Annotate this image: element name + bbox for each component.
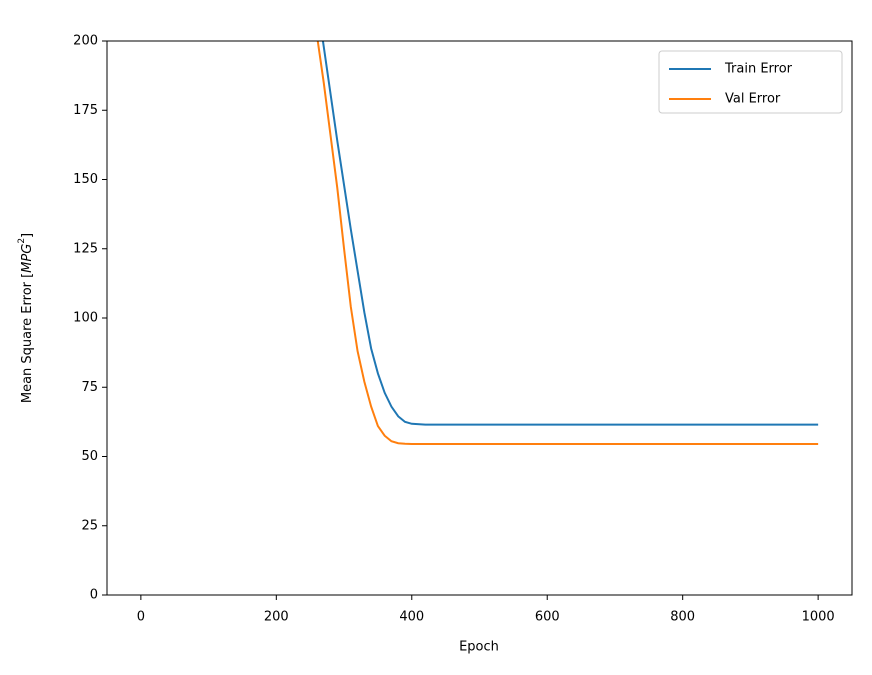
y-axis-label: Mean Square Error [MPG2] bbox=[17, 233, 35, 403]
x-tick-label: 800 bbox=[670, 610, 695, 625]
x-tick-label: 200 bbox=[264, 610, 289, 625]
plot-area bbox=[107, 41, 852, 595]
legend-box bbox=[658, 50, 843, 114]
lines bbox=[316, 41, 819, 446]
x-tick-label: 400 bbox=[399, 610, 424, 625]
y-tick-label: 200 bbox=[73, 34, 98, 49]
y-label-sup: 2 bbox=[17, 238, 27, 244]
y-tick-label: 175 bbox=[73, 103, 98, 118]
legend-label: Train Error bbox=[724, 62, 793, 77]
y-tick-label: 0 bbox=[90, 588, 98, 603]
x-tick-label: 1000 bbox=[802, 610, 835, 625]
y-label-close: ] bbox=[20, 233, 35, 238]
y-tick-label: 150 bbox=[73, 172, 98, 187]
y-label-text: Mean Square Error [ bbox=[20, 273, 35, 403]
x-axis-label: Epoch bbox=[459, 640, 499, 655]
y-tick-label: 75 bbox=[81, 380, 98, 395]
y-tick-label: 125 bbox=[73, 241, 98, 256]
y-tick-label: 50 bbox=[81, 449, 98, 464]
y-tick-label: 25 bbox=[81, 518, 98, 533]
y-label-math: MPG bbox=[20, 244, 35, 273]
x-tick-label: 600 bbox=[535, 610, 560, 625]
x-tick-label: 0 bbox=[137, 610, 145, 625]
series-line bbox=[321, 41, 819, 426]
legend-label: Val Error bbox=[725, 92, 781, 107]
y-tick-label: 100 bbox=[73, 311, 98, 326]
series-line bbox=[316, 41, 819, 446]
